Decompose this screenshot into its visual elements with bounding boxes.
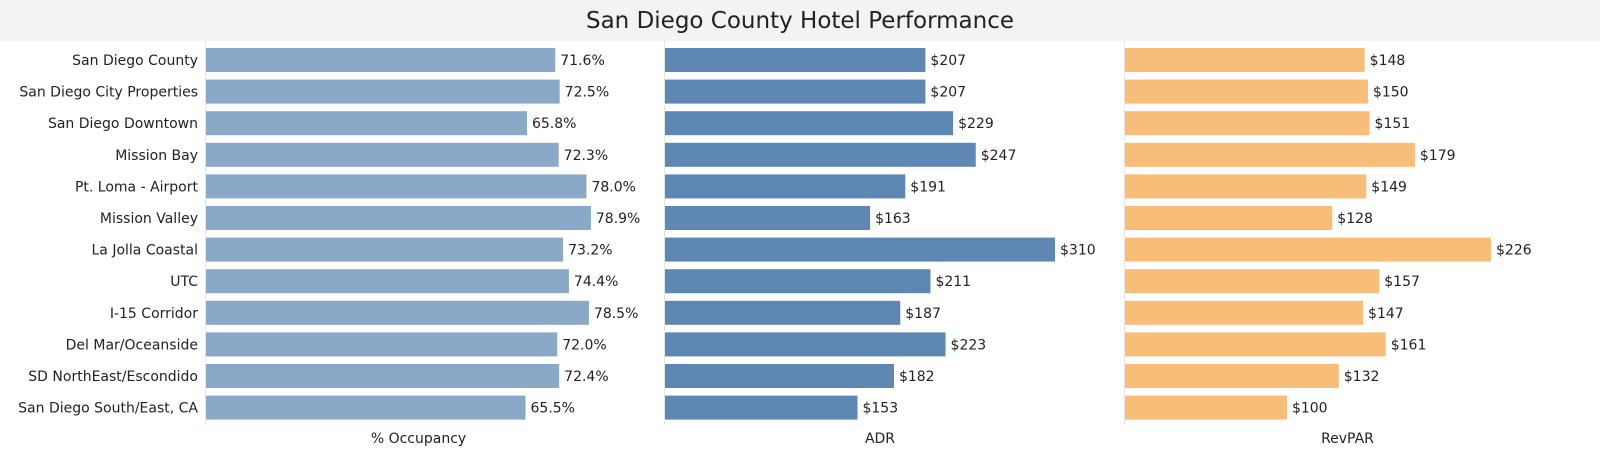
bar-occupancy	[206, 364, 560, 388]
data-label: $182	[899, 369, 935, 385]
data-label: 72.4%	[564, 369, 608, 385]
bar-adr	[665, 48, 926, 72]
bar-revpar	[1125, 395, 1287, 420]
category-label: San Diego South/East, CA	[18, 401, 198, 417]
bar-occupancy	[206, 142, 559, 167]
data-label: $100	[1292, 401, 1328, 417]
bar-revpar	[1125, 142, 1415, 167]
data-label: $310	[1060, 243, 1096, 259]
category-label: Del Mar/Oceanside	[66, 337, 198, 353]
data-label: $132	[1344, 369, 1380, 385]
data-label: $229	[958, 116, 994, 132]
data-label: $148	[1370, 53, 1406, 69]
category-label: San Diego City Properties	[19, 85, 198, 101]
data-label: 72.0%	[562, 337, 606, 353]
bar-adr	[665, 395, 858, 420]
data-label: $149	[1371, 179, 1407, 195]
category-label: San Diego County	[72, 53, 198, 69]
data-label: $163	[875, 211, 911, 227]
category-label: I-15 Corridor	[110, 306, 198, 322]
bar-revpar	[1125, 206, 1333, 230]
data-label: $226	[1496, 243, 1532, 259]
axis-title: ADR	[865, 431, 895, 447]
bar-revpar	[1125, 79, 1368, 104]
bar-occupancy	[206, 332, 558, 357]
data-label: 72.5%	[565, 85, 609, 101]
data-label: $151	[1375, 116, 1411, 132]
bar-occupancy	[206, 111, 527, 136]
category-label: Pt. Loma - Airport	[75, 179, 199, 195]
chart-title-bar: San Diego County Hotel Performance	[0, 0, 1600, 41]
bar-adr	[665, 174, 906, 199]
chart-title: San Diego County Hotel Performance	[585, 7, 1015, 34]
category-label: SD NorthEast/Escondido	[28, 369, 198, 385]
bar-adr	[665, 300, 901, 325]
data-label: $211	[935, 274, 971, 290]
bar-occupancy	[206, 174, 587, 199]
category-label: San Diego Downtown	[48, 116, 198, 132]
data-label: 65.8%	[532, 116, 576, 132]
bar-adr	[665, 332, 946, 357]
bar-revpar	[1125, 174, 1367, 199]
data-label: $157	[1384, 274, 1420, 290]
data-label: 78.9%	[596, 211, 640, 227]
bar-adr	[665, 364, 894, 388]
data-label: $207	[930, 53, 966, 69]
axis-title: % Occupancy	[371, 431, 466, 447]
data-label: $207	[930, 85, 966, 101]
bar-occupancy	[206, 395, 526, 420]
data-label: 72.3%	[564, 148, 608, 164]
data-label: $223	[951, 337, 987, 353]
bar-revpar	[1125, 111, 1370, 136]
bar-revpar	[1125, 300, 1364, 325]
hotel-performance-chart: San Diego County San Diego City Propertie…	[18, 41, 1532, 447]
data-label: $153	[862, 401, 898, 417]
bar-occupancy	[206, 269, 569, 294]
data-label: $191	[910, 179, 946, 195]
data-label: 73.2%	[568, 243, 612, 259]
data-label: 65.5%	[531, 401, 575, 417]
axis-title: RevPAR	[1321, 431, 1374, 447]
bar-adr	[665, 142, 976, 167]
data-label: $187	[905, 306, 941, 322]
data-label: $179	[1420, 148, 1456, 164]
bar-occupancy	[206, 237, 564, 262]
bar-occupancy	[206, 300, 589, 325]
bar-adr	[665, 111, 954, 136]
data-label: $147	[1368, 306, 1404, 322]
bar-adr	[665, 269, 931, 294]
data-label: $247	[981, 148, 1017, 164]
bar-revpar	[1125, 269, 1380, 294]
category-label: La Jolla Coastal	[91, 243, 198, 259]
bar-revpar	[1125, 237, 1491, 262]
bar-revpar	[1125, 364, 1339, 388]
category-label: Mission Bay	[115, 148, 198, 164]
data-label: 71.6%	[560, 53, 604, 69]
bar-revpar	[1125, 332, 1386, 357]
bar-occupancy	[206, 48, 556, 72]
category-label: Mission Valley	[100, 211, 198, 227]
data-label: $128	[1337, 211, 1373, 227]
category-label: UTC	[170, 274, 198, 290]
bar-adr	[665, 237, 1055, 262]
data-label: 78.5%	[594, 306, 638, 322]
data-label: $150	[1373, 85, 1409, 101]
bar-adr	[665, 79, 926, 104]
bar-occupancy	[206, 206, 591, 230]
data-label: 74.4%	[574, 274, 618, 290]
bar-occupancy	[206, 79, 560, 104]
data-label: $161	[1391, 337, 1427, 353]
bar-revpar	[1125, 48, 1365, 72]
data-label: 78.0%	[591, 179, 635, 195]
bar-adr	[665, 206, 871, 230]
